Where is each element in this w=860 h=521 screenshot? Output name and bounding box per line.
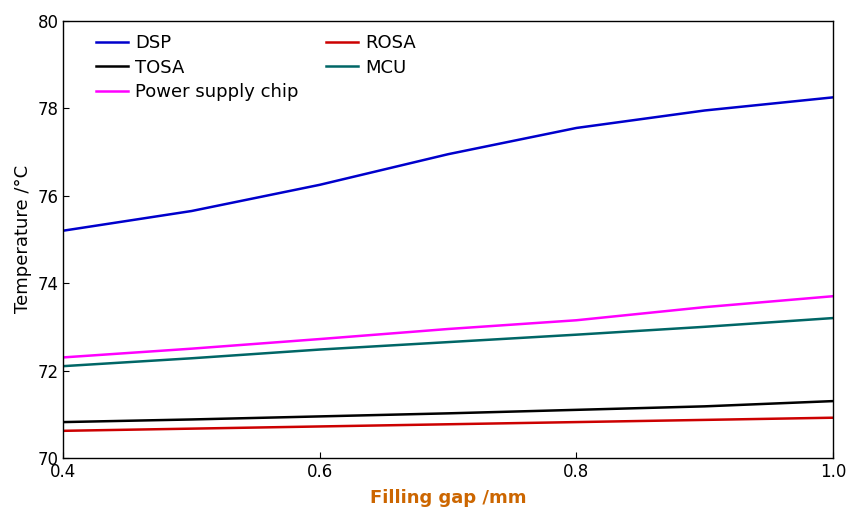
Y-axis label: Temperature /°C: Temperature /°C [14,165,32,314]
X-axis label: Filling gap /mm: Filling gap /mm [370,489,526,507]
Legend: DSP, TOSA, Power supply chip, ROSA, MCU: DSP, TOSA, Power supply chip, ROSA, MCU [95,34,416,101]
